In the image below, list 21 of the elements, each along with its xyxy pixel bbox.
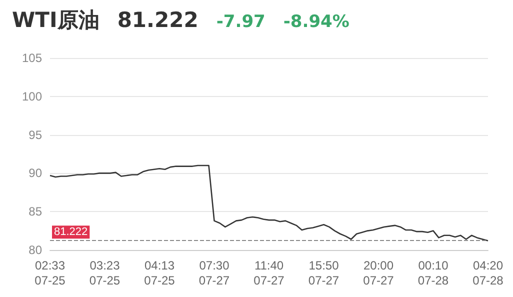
x-tick-label: 11:40 07-27 — [254, 258, 285, 288]
y-tick-label: 80 — [28, 243, 42, 257]
y-tick-label: 90 — [28, 166, 42, 180]
y-tick-label: 95 — [28, 128, 42, 142]
y-tick-label: 100 — [22, 89, 42, 104]
chart-title: WTI原油 — [12, 7, 100, 34]
x-tick-label: 04:20 07-28 — [472, 258, 504, 288]
text: -7.97 — [216, 12, 266, 32]
x-tick-label: 07:30 07-27 — [198, 258, 230, 288]
line-series — [49, 164, 489, 242]
x-tick-label: 04:13 07-25 — [144, 258, 176, 288]
x-tick-label: 20:00 07-27 — [363, 258, 394, 288]
y-tick-label: 85 — [28, 204, 42, 219]
text: -8.94% — [283, 12, 350, 32]
x-tick-label: 15:50 07-27 — [308, 258, 340, 288]
y-tick-label: 105 — [22, 51, 42, 65]
text: 81.222 — [117, 8, 198, 32]
ref-line-label: 81.222 — [54, 226, 88, 238]
x-tick-label: 00:10 07-28 — [418, 258, 449, 288]
x-tick-label: 03:23 07-25 — [89, 258, 120, 288]
x-tick-label: 02:33 07-25 — [34, 258, 66, 288]
